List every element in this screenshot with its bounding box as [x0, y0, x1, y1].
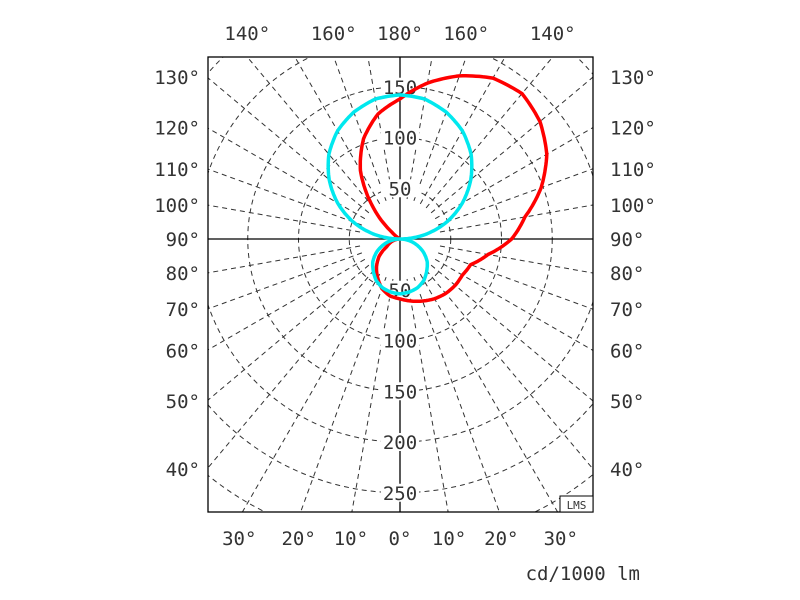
- radial-tick-bg: [381, 382, 419, 401]
- cyan-intensity-curve: [326, 93, 474, 296]
- top-angle-label: 160°: [311, 23, 357, 45]
- lms-badge: LMS: [559, 495, 594, 513]
- grid-radial-line: [434, 127, 593, 220]
- radial-tick-bg: [381, 483, 419, 502]
- grid-radial-line: [434, 258, 593, 351]
- grid-radial-line: [413, 276, 500, 512]
- grid-radial-line: [439, 245, 593, 274]
- radial-tick-label: 250: [383, 483, 417, 505]
- bottom-angle-label: 30°: [222, 528, 256, 550]
- right-angle-label: 100°: [610, 195, 656, 217]
- right-angle-label: 90°: [610, 229, 644, 251]
- top-angle-label: 140°: [530, 23, 576, 45]
- radial-tick-bg: [381, 179, 419, 198]
- bottom-angle-label: 0°: [389, 528, 412, 550]
- right-angle-label: 70°: [610, 299, 644, 321]
- grid-radial-line: [208, 264, 370, 401]
- angle-labels: 140° 160° 180° 160° 140° 130° 130° 120° 120° 110°…: [154, 23, 656, 550]
- radial-tick-label: 200: [383, 432, 417, 454]
- radial-tick-label: 100: [383, 128, 417, 150]
- right-angle-label: 40°: [610, 459, 644, 481]
- radial-tick-label: 150: [383, 381, 417, 403]
- left-angle-label: 110°: [154, 159, 200, 181]
- top-angle-label: 160°: [443, 23, 489, 45]
- bottom-angle-label: 10°: [334, 528, 368, 550]
- right-angle-label: 130°: [610, 67, 656, 89]
- grid-radial-line: [437, 168, 593, 226]
- grid-radial-line: [208, 168, 363, 226]
- grid-radial-line: [208, 127, 366, 220]
- left-angle-label: 90°: [166, 229, 200, 251]
- grid-radial-line: [367, 57, 394, 200]
- left-angle-label: 50°: [166, 391, 200, 413]
- left-angle-label: 130°: [154, 67, 200, 89]
- left-angle-label: 60°: [166, 340, 200, 362]
- radial-tick-bg: [381, 331, 419, 350]
- right-angle-label: 120°: [610, 118, 656, 140]
- grid-radial-line: [437, 252, 593, 310]
- bottom-angle-label: 20°: [484, 528, 518, 550]
- left-angle-label: 70°: [166, 299, 200, 321]
- grid-radial-line: [425, 57, 554, 209]
- top-angle-label: 140°: [224, 23, 270, 45]
- right-angle-label: 110°: [610, 159, 656, 181]
- left-angle-label: 80°: [166, 263, 200, 285]
- radial-tick-label: 50: [389, 178, 412, 200]
- grid-radial-line: [241, 273, 381, 512]
- grid-radial-line: [406, 57, 433, 200]
- grid-radial-line: [333, 57, 387, 202]
- right-angle-label: 80°: [610, 263, 644, 285]
- bottom-angle-label: 20°: [281, 528, 315, 550]
- unit-label: cd/1000 lm: [526, 563, 640, 585]
- left-angle-label: 40°: [166, 459, 200, 481]
- radial-tick-bg: [381, 128, 419, 147]
- top-angle-label: 180°: [377, 23, 423, 45]
- grid-radial-line: [413, 57, 467, 202]
- grid-radial-line: [300, 276, 387, 512]
- right-angle-label: 50°: [610, 391, 644, 413]
- grid-radial-line: [208, 269, 375, 469]
- grid-radial-line: [425, 269, 593, 470]
- grid-radial-line: [430, 76, 593, 214]
- bottom-angle-label: 30°: [544, 528, 578, 550]
- radial-tick-label: 100: [383, 331, 417, 353]
- lms-badge-text: LMS: [567, 499, 587, 512]
- grid-radial-line: [208, 204, 361, 233]
- grid-radial-line: [419, 273, 559, 512]
- grid-radial-line: [406, 278, 449, 512]
- plot-frame: [207, 56, 594, 513]
- left-angle-label: 100°: [154, 195, 200, 217]
- left-angle-label: 120°: [154, 118, 200, 140]
- right-angle-label: 60°: [610, 340, 644, 362]
- radial-tick-bg: [381, 433, 419, 451]
- grid-radial-line: [439, 204, 593, 233]
- grid-radial-line: [208, 77, 370, 214]
- intensity-curves: [326, 74, 549, 304]
- grid-radial-line: [208, 258, 366, 351]
- bottom-angle-label: 10°: [432, 528, 466, 550]
- grid-radial-line: [208, 252, 363, 310]
- grid-radial-line: [246, 57, 375, 209]
- grid-radial-line: [208, 245, 361, 274]
- grid-radial-line: [351, 278, 394, 512]
